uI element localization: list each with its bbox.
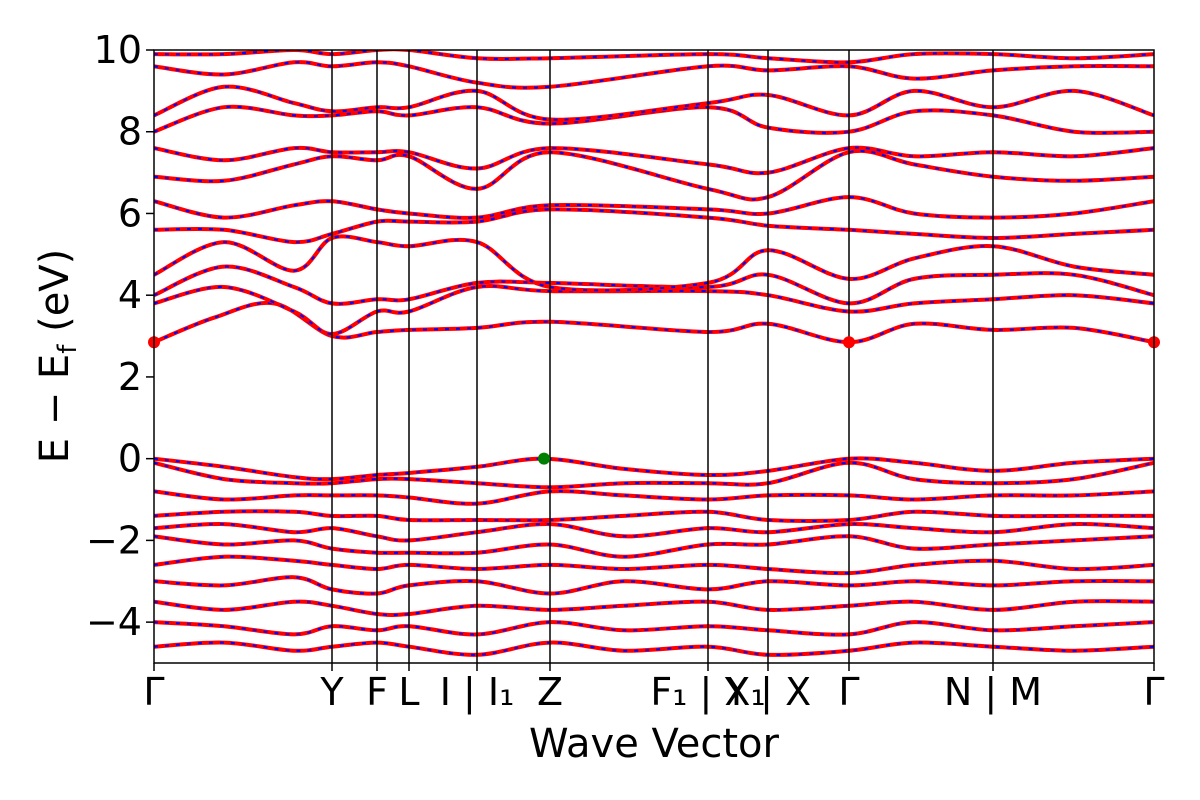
band-line-dashed-22 [154, 641, 1154, 656]
band-line-dashed-8 [154, 105, 1154, 134]
band-line-15 [154, 509, 1154, 523]
band-line-4 [154, 207, 1154, 245]
y-axis-label: E − Ef (eV) [32, 249, 83, 464]
plot-frame [153, 49, 1155, 664]
x-tick-label-2: F [366, 670, 388, 714]
x-tick-label-5: Z [537, 670, 563, 714]
x-tick-label-6: F₁ | X₁ [650, 670, 765, 715]
y-tick-label-7: 10 [94, 28, 142, 72]
band-line-dashed-10 [154, 61, 1154, 89]
y-tick-label-3: 2 [118, 355, 142, 399]
band-line-dashed-11 [154, 50, 1154, 64]
band-line-17 [154, 534, 1154, 559]
band-line-12 [154, 456, 1154, 482]
band-line-dashed-6 [154, 150, 1154, 201]
y-tick-label-4: 4 [118, 273, 142, 317]
x-tick-label-1: Y [319, 670, 344, 714]
band-line-10 [154, 60, 1154, 90]
band-line-dashed-18 [154, 555, 1154, 575]
x-axis-label: Wave Vector [529, 721, 780, 767]
band-line-dashed-2 [154, 265, 1154, 305]
x-tick-label-7: Y | X [724, 670, 811, 715]
band-line-3 [154, 234, 1154, 293]
y-axis-ticks: −4 −2 0 2 4 6 8 10 [86, 28, 154, 644]
band-edge-markers [148, 336, 1160, 465]
vbm-marker-0 [538, 452, 550, 465]
band-line-dashed-16 [154, 523, 1154, 542]
high-symmetry-lines [331, 50, 994, 663]
cbm-marker-2 [843, 336, 855, 349]
y-tick-label-5: 6 [118, 191, 142, 235]
band-line-dashed-5 [154, 196, 1154, 219]
band-line-16 [154, 522, 1154, 543]
x-tick-label-8: Γ [838, 670, 859, 714]
band-line-dashed-12 [154, 457, 1154, 481]
band-line-dashed-9 [154, 85, 1154, 121]
band-line-22 [154, 640, 1154, 657]
x-tick-label-0: Γ [143, 670, 164, 714]
x-tick-label-4: I | I₁ [440, 670, 515, 715]
band-line-dashed-21 [154, 621, 1154, 636]
band-line-dashed-0 [154, 301, 1154, 344]
x-tick-label-10: Γ [1143, 670, 1164, 714]
y-tick-label-6: 8 [118, 110, 142, 154]
band-line-20 [154, 599, 1154, 617]
band-line-7 [154, 145, 1154, 176]
band-line-dashed-4 [154, 208, 1154, 244]
band-line-0 [154, 300, 1154, 345]
x-tick-label-9: N | M [944, 670, 1042, 715]
band-line-dashed-15 [154, 510, 1154, 522]
band-line-14 [154, 489, 1154, 506]
y-tick-label-1: −2 [86, 518, 142, 562]
band-line-dashed-17 [154, 535, 1154, 558]
y-tick-label-2: 0 [118, 437, 142, 481]
x-tick-label-3: L [398, 670, 419, 714]
band-line-dashed-19 [154, 576, 1154, 595]
band-line-18 [154, 554, 1154, 576]
band-lines [154, 50, 1154, 657]
band-line-13 [154, 460, 1154, 490]
band-line-21 [154, 620, 1154, 637]
y-tick-label-0: −4 [86, 600, 142, 644]
band-line-dashed-3 [154, 235, 1154, 292]
